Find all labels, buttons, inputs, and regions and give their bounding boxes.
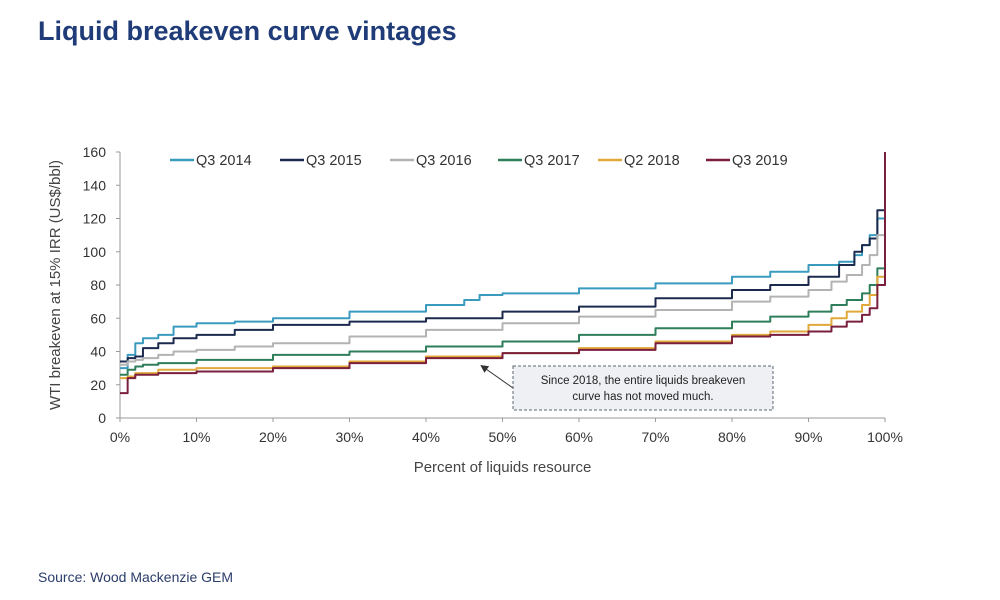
x-tick-label: 90% <box>794 429 822 445</box>
y-tick-label: 0 <box>98 410 106 426</box>
y-tick-label: 80 <box>90 277 106 293</box>
legend-label: Q2 2018 <box>624 153 680 169</box>
page-title: Liquid breakeven curve vintages <box>38 16 457 46</box>
x-axis-title: Percent of liquids resource <box>414 459 592 476</box>
annotation-arrow <box>480 365 514 389</box>
y-tick-label: 20 <box>90 377 106 393</box>
y-tick-label: 120 <box>83 211 107 227</box>
legend-label: Q3 2014 <box>196 153 252 169</box>
y-tick-label: 140 <box>83 177 107 193</box>
x-tick-label: 10% <box>182 429 210 445</box>
x-tick-label: 60% <box>565 429 593 445</box>
legend-label: Q3 2016 <box>416 153 472 169</box>
y-tick-label: 100 <box>83 244 107 260</box>
series-line-q3-2019 <box>120 152 886 395</box>
x-tick-label: 80% <box>718 429 746 445</box>
x-tick-label: 100% <box>867 429 903 445</box>
annotation-text-line-1: Since 2018, the entire liquids breakeven <box>541 375 746 387</box>
x-tick-label: 50% <box>488 429 516 445</box>
annotation-box <box>512 365 774 411</box>
x-tick-label: 40% <box>412 429 440 445</box>
y-tick-label: 160 <box>83 144 107 160</box>
x-tick-label: 30% <box>335 429 363 445</box>
x-tick-label: 70% <box>641 429 669 445</box>
annotation-text-line-2: curve has not moved much. <box>572 391 713 403</box>
y-tick-label: 40 <box>90 344 106 360</box>
legend: Q3 2014 Q3 2015 Q3 2016 Q3 2017 Q2 2018 Q3 20… <box>170 153 788 169</box>
series-line-q3-2017 <box>120 251 886 376</box>
series-lines <box>120 152 886 395</box>
y-axis-title: WTI breakeven at 15% IRR (US$/bbl) <box>47 160 64 410</box>
x-tick-label: 0% <box>110 429 130 445</box>
y-axis-ticks: 0 20 40 60 80 100 120 140 160 <box>83 144 120 426</box>
legend-label: Q3 2015 <box>306 153 362 169</box>
legend-label: Q3 2019 <box>732 153 788 169</box>
series-line-q3-2015 <box>120 185 886 363</box>
y-tick-label: 60 <box>90 310 106 326</box>
series-line-q3-2016 <box>120 218 886 366</box>
annotation: Since 2018, the entire liquids breakeven… <box>480 365 774 411</box>
legend-label: Q3 2017 <box>524 153 580 169</box>
x-axis-ticks: 0% 10% 20% 30% 40% 50% 60% 70% 80% 90% 100% <box>110 418 903 445</box>
x-tick-label: 20% <box>259 429 287 445</box>
source-note: Source: Wood Mackenzie GEM <box>38 569 234 585</box>
